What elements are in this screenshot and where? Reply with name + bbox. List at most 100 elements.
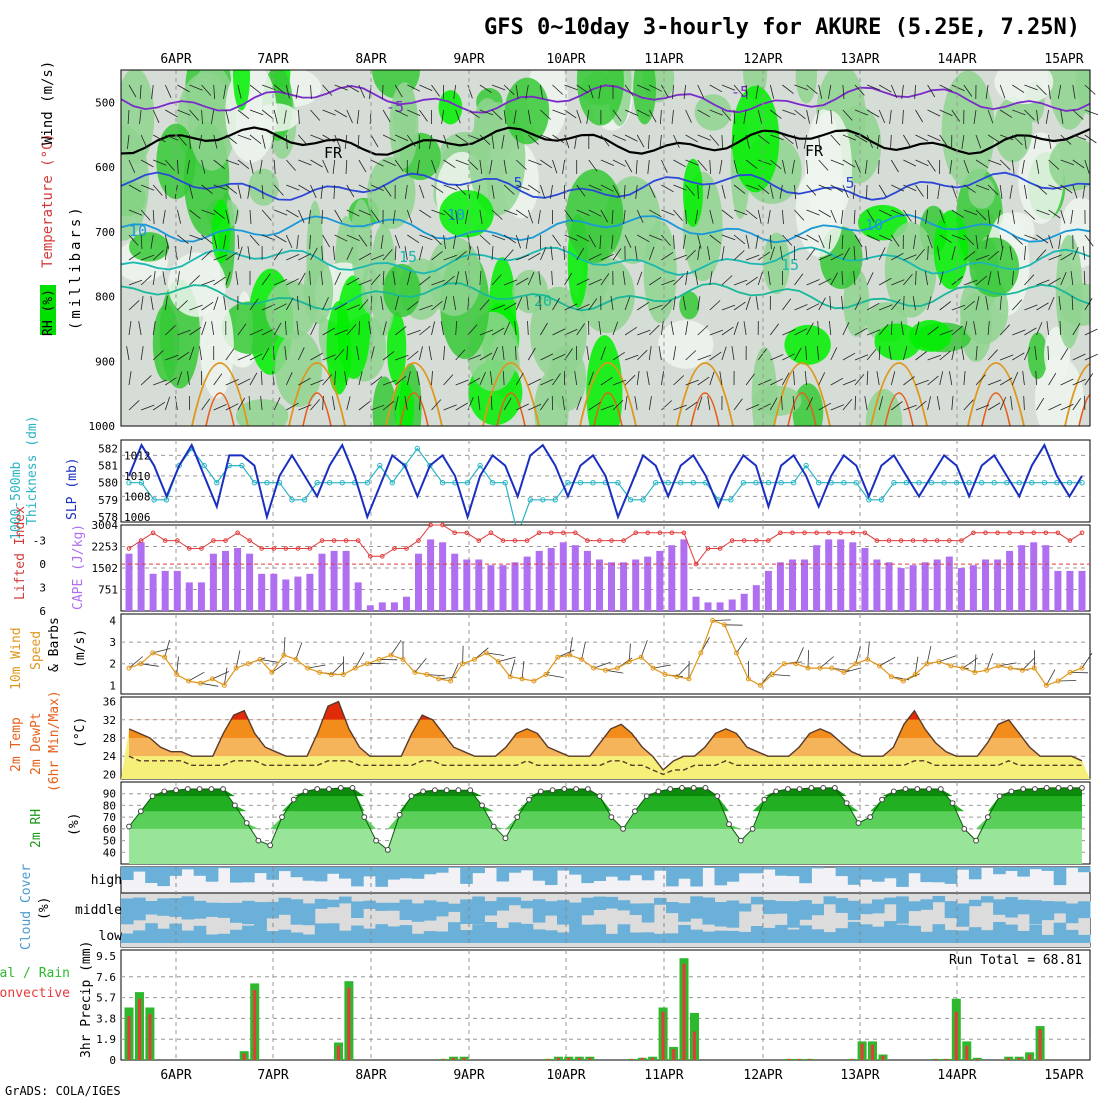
wind-barb [249, 134, 262, 145]
cloud-low-block [932, 924, 946, 943]
wind-barb [804, 371, 807, 386]
wind-barb [528, 252, 541, 261]
wind-barb [428, 346, 432, 361]
wind-barb [1011, 209, 1015, 224]
wind-barb [285, 84, 290, 99]
wind10-barb [367, 662, 386, 665]
wind-barb [273, 109, 278, 124]
li-point [355, 538, 361, 543]
wind-barb [818, 402, 832, 411]
wind-barb [310, 322, 317, 336]
cloud-high-block [932, 867, 946, 883]
wind-barb [1036, 109, 1039, 124]
wind10-point [591, 665, 597, 671]
rh-point [596, 793, 603, 799]
wind-barb [1024, 274, 1035, 286]
cloud-low-block [1077, 934, 1091, 943]
cape-bar [583, 550, 591, 611]
wind-barb [661, 234, 671, 246]
tick-label: 1006 [124, 511, 151, 524]
wind-barb [431, 279, 445, 286]
wind-barb [782, 134, 794, 145]
wind-barb [576, 209, 590, 216]
cloud-low-block [920, 931, 933, 943]
wind-barb [370, 274, 381, 286]
wind-barb [1070, 209, 1074, 224]
wind-barb [310, 134, 324, 141]
tick-label: 500 [95, 96, 115, 109]
cloud-low-block [1065, 929, 1079, 943]
wind10-point [841, 669, 847, 675]
wind-barb [624, 296, 631, 311]
wind-barb [394, 159, 404, 172]
wind-barb [588, 84, 594, 99]
cloud-mid-block [666, 902, 679, 914]
wind-barb [455, 209, 458, 224]
li-point [343, 538, 349, 543]
wind-barb [999, 246, 1004, 261]
wind-barb [358, 279, 373, 286]
isotherm-30-loop [981, 392, 1011, 426]
cloud-high-block [557, 867, 570, 871]
cloud-high-block [544, 867, 558, 885]
wind-barb [1012, 299, 1023, 311]
wind-barb [854, 374, 865, 386]
cloud-low-block [981, 930, 994, 943]
wind-barb [636, 349, 648, 361]
cape-bar [752, 585, 760, 611]
wind10-barb [545, 674, 564, 678]
thickness-point [301, 497, 308, 503]
li-point [850, 530, 856, 536]
date-label-bottom: 15APR [1044, 1068, 1083, 1083]
wind-barb [782, 353, 796, 361]
wind-barb [382, 159, 397, 166]
rh-point [243, 820, 250, 826]
wind-barb [248, 395, 251, 411]
wind-barb [1083, 270, 1086, 286]
wind-barb [770, 134, 784, 141]
isotherm-label: 20 [534, 292, 552, 310]
wind-barb [150, 234, 154, 249]
wind10-point [400, 656, 406, 662]
li-point [1007, 530, 1012, 536]
precip-conv-bar [933, 1058, 937, 1060]
wind-barb [528, 134, 539, 145]
wind-barb [624, 396, 628, 411]
rh-blob [548, 345, 587, 412]
wind-barb [140, 375, 152, 386]
wind-barb [1048, 159, 1060, 170]
wind-barb [600, 404, 615, 411]
wind10-barb [498, 656, 516, 662]
wind-barb [189, 326, 202, 336]
wind-barb [866, 272, 874, 286]
wind-barb [1034, 346, 1037, 361]
wind-barb [515, 209, 529, 219]
wind-barb [1060, 159, 1074, 166]
precip-conv-bar [546, 1058, 550, 1060]
wind10-barb [295, 642, 303, 660]
wind-barb [443, 275, 455, 286]
thickness-point [991, 480, 997, 486]
wind-barb [611, 209, 614, 225]
wind-barb [237, 84, 242, 99]
wind-barb [1071, 295, 1074, 311]
thickness-label-1: 1000-500mb [9, 462, 24, 540]
wind-barb [455, 134, 468, 144]
wind-barb [479, 209, 483, 224]
li-point [971, 530, 976, 536]
cape-bar [306, 573, 314, 611]
wind-barb [610, 296, 614, 311]
wind-barb [128, 400, 140, 411]
wind-barb [370, 376, 383, 386]
wind-barb [249, 109, 264, 116]
wind-barb [562, 159, 565, 174]
precip-conv-bar [253, 989, 257, 1060]
wind10-point [650, 665, 656, 671]
precip-conv-bar [850, 1058, 854, 1060]
wind-barb [697, 84, 704, 98]
wind-barb [189, 304, 203, 311]
wind-barb [225, 403, 239, 411]
wind-barb [537, 209, 541, 224]
upper-grid [175, 70, 958, 426]
